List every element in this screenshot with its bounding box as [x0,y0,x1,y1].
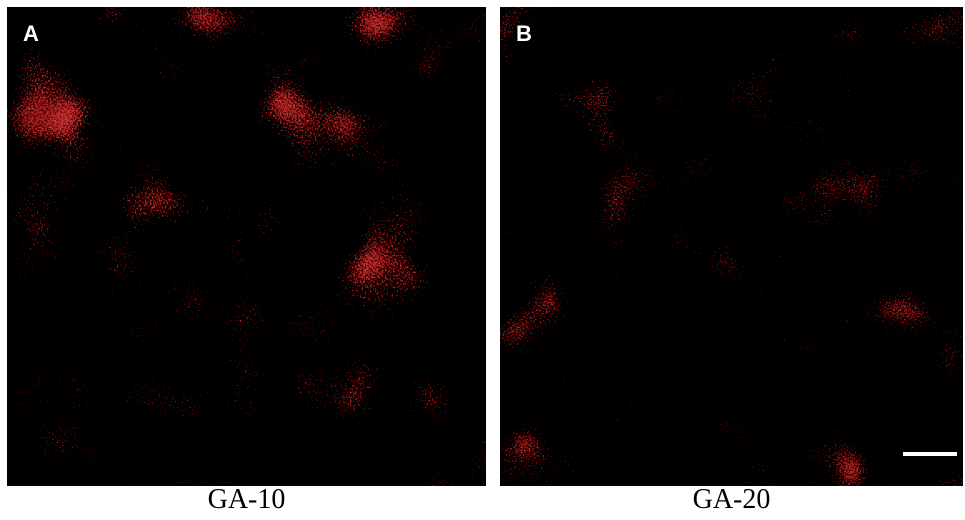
panel-caption: GA-10 [207,484,286,515]
panel: B [500,7,963,486]
panel-caption: GA-20 [692,484,771,515]
panel: A [7,7,486,486]
panel-label: A [23,21,39,46]
panel-label: B [516,21,532,46]
micrograph [7,7,486,486]
micrograph [500,7,963,486]
